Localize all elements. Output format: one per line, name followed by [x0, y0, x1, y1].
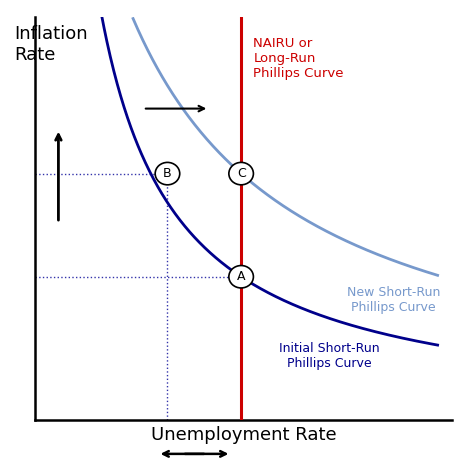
Text: A: A	[237, 270, 245, 283]
Circle shape	[155, 162, 180, 185]
Text: Initial Short-Run
Phillips Curve: Initial Short-Run Phillips Curve	[279, 342, 380, 370]
Text: C: C	[237, 167, 245, 180]
Circle shape	[229, 162, 253, 185]
Text: NAIRU or
Long-Run
Phillips Curve: NAIRU or Long-Run Phillips Curve	[253, 37, 344, 80]
Y-axis label: Inflation
Rate: Inflation Rate	[14, 25, 88, 63]
Text: B: B	[163, 167, 172, 180]
X-axis label: Unemployment Rate: Unemployment Rate	[151, 426, 336, 444]
Circle shape	[229, 265, 253, 288]
Text: New Short-Run
Phillips Curve: New Short-Run Phillips Curve	[347, 286, 440, 314]
